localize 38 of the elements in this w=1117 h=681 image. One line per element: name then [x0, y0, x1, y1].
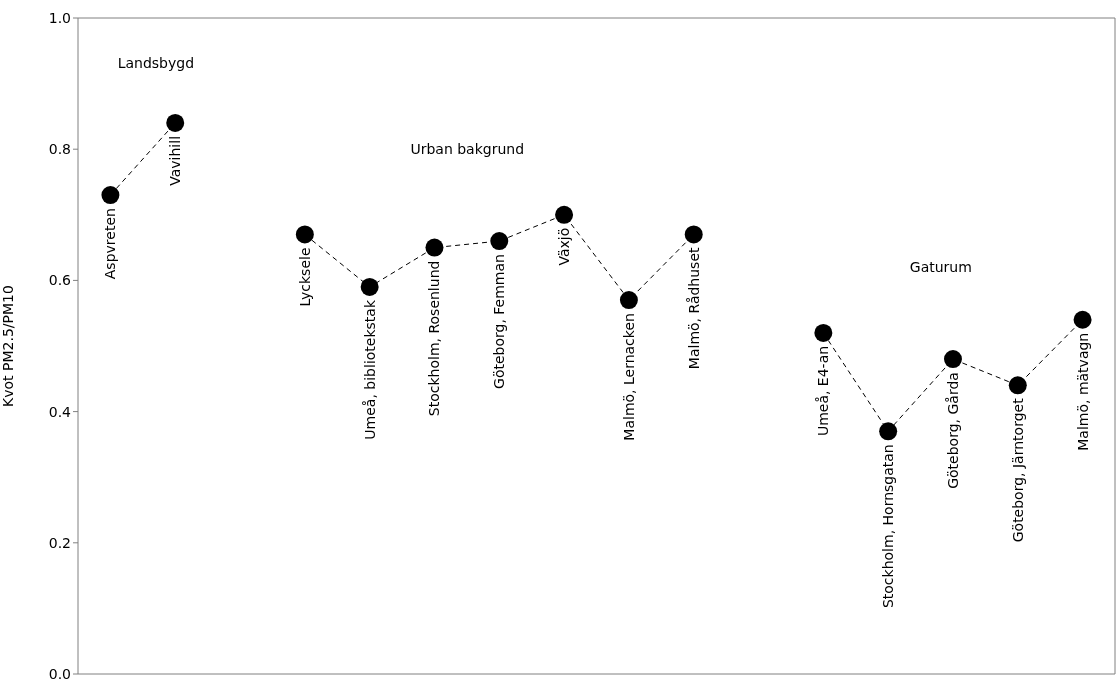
y-tick-label: 0.2: [48, 534, 71, 551]
point: [166, 113, 185, 132]
x-tick-label: Stockholm, Hornsgatan: [880, 444, 897, 609]
x-tick-label: Vavihill: [167, 135, 184, 186]
x-tick-label: Malmö, mätvagn: [1074, 332, 1091, 451]
y-axis-title: Kvot PM2.5/PM10: [0, 285, 16, 407]
point: [490, 232, 509, 251]
point: [1073, 310, 1092, 329]
point: [101, 186, 120, 205]
annotation: Landsbygd: [117, 55, 195, 72]
y-tick-label: 0.6: [48, 272, 72, 289]
point: [555, 205, 574, 224]
x-tick-label: Göteborg, Femman: [491, 254, 508, 389]
x-tick-label: Stockholm, Rosenlund: [426, 260, 443, 417]
x-tick-label: Malmö, Lernacken: [620, 313, 637, 441]
point: [425, 238, 444, 257]
point: [879, 422, 898, 441]
annotation: Gaturum: [909, 259, 972, 276]
point: [684, 225, 703, 244]
point: [619, 291, 638, 310]
point: [360, 277, 379, 296]
x-tick-label: Aspvreten: [102, 208, 119, 280]
y-tick-label: 0.8: [48, 141, 71, 158]
y-tick-label: 0.0: [48, 665, 71, 681]
x-tick-label: Lycksele: [296, 247, 313, 307]
point: [943, 350, 962, 369]
x-tick-label: Göteborg, Järntorget: [1009, 397, 1026, 543]
y-tick-label: 1.0: [48, 9, 71, 26]
x-tick-label: Malmö, Rådhuset: [685, 246, 702, 370]
point: [1008, 376, 1027, 395]
x-tick-label: Göteborg, Gårda: [944, 372, 961, 489]
point: [295, 225, 314, 244]
annotation: Urban bakgrund: [410, 140, 525, 157]
y-tick-label: 0.4: [48, 403, 72, 420]
x-tick-label: Umeå, E4-an: [815, 345, 832, 437]
x-tick-label: Växjö: [556, 227, 573, 266]
point: [814, 323, 833, 342]
x-tick-label: Umeå, bibliotekstak: [361, 299, 378, 440]
